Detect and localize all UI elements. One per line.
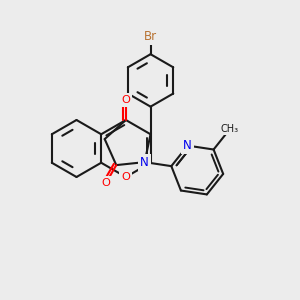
Text: N: N: [183, 139, 192, 152]
Text: O: O: [122, 172, 130, 182]
Text: O: O: [102, 178, 110, 188]
Text: O: O: [122, 94, 130, 105]
Text: N: N: [140, 156, 149, 169]
Text: CH₃: CH₃: [221, 124, 239, 134]
Text: Br: Br: [144, 30, 157, 43]
